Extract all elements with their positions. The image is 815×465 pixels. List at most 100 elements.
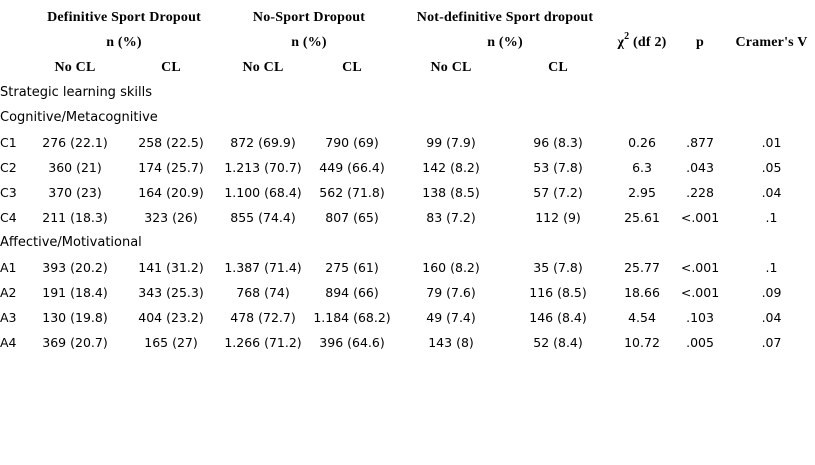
table-cell: 404 (23.2) xyxy=(138,310,204,325)
table-row-c2: C2 360 (21) 174 (25.7) 1.213 (70.7) 449 … xyxy=(0,155,815,180)
table-cell: 369 (20.7) xyxy=(42,335,108,350)
table-cell: 478 (72.7) xyxy=(230,310,296,325)
table-cell: 360 (21) xyxy=(48,160,102,175)
chi-superscript: 2 xyxy=(624,30,630,42)
chi-square-value: 18.66 xyxy=(624,285,660,300)
header-spacer xyxy=(672,55,728,80)
table-cell: 872 (69.9) xyxy=(230,135,296,150)
cramers-v-value: .05 xyxy=(761,160,782,175)
chi-df-label: (df 2) xyxy=(629,34,667,50)
paper-table-page: Definitive Sport Dropout No-Sport Dropou… xyxy=(0,5,815,465)
table-row-c1: C1 276 (22.1) 258 (22.5) 872 (69.9) 790 … xyxy=(0,130,815,155)
header-spacer xyxy=(0,5,28,30)
table-cell: 1.100 (68.4) xyxy=(224,185,302,200)
table-cell: 83 (7.2) xyxy=(426,210,476,225)
table-cell: 323 (26) xyxy=(144,210,198,225)
table-cell: 49 (7.4) xyxy=(426,310,476,325)
table-cell: 112 (9) xyxy=(535,210,581,225)
table-cell: 807 (65) xyxy=(325,210,379,225)
header-spacer xyxy=(612,55,672,80)
col-header-notdef-cl: CL xyxy=(548,59,568,75)
table-cell: 1.213 (70.7) xyxy=(224,160,302,175)
table-cell: 146 (8.4) xyxy=(529,310,587,325)
row-label: C4 xyxy=(0,210,17,225)
row-label: A4 xyxy=(0,335,17,350)
table-cell: 191 (18.4) xyxy=(42,285,108,300)
table-cell: 370 (23) xyxy=(48,185,102,200)
header-spacer xyxy=(728,5,815,30)
unit-header-no-sport: n (%) xyxy=(291,34,327,50)
row-label: C1 xyxy=(0,135,17,150)
row-label: A3 xyxy=(0,310,17,325)
table-cell: 393 (20.2) xyxy=(42,260,108,275)
cramers-v-value: .04 xyxy=(761,310,782,325)
table-cell: 96 (8.3) xyxy=(533,135,583,150)
section-row: Cognitive/Metacognitive xyxy=(0,105,815,130)
group-header-not-definitive-dropout: Not-definitive Sport dropout xyxy=(416,9,594,25)
col-header-def-no-cl: No CL xyxy=(54,59,96,75)
p-value: .877 xyxy=(686,135,714,150)
unit-header-definitive: n (%) xyxy=(106,34,142,50)
table-row-a4: A4 369 (20.7) 165 (27) 1.266 (71.2) 396 … xyxy=(0,330,815,355)
table-cell: 276 (22.1) xyxy=(42,135,108,150)
table-cell: 99 (7.9) xyxy=(426,135,476,150)
chi-square-value: 0.26 xyxy=(628,135,656,150)
cramers-v-header: Cramer's V xyxy=(735,34,808,50)
table-cell: 396 (64.6) xyxy=(319,335,385,350)
table-cell: 258 (22.5) xyxy=(138,135,204,150)
cramers-v-value: .1 xyxy=(765,210,778,225)
header-spacer xyxy=(0,55,28,80)
chi-square-value: 4.54 xyxy=(628,310,656,325)
col-header-nosport-cl: CL xyxy=(342,59,362,75)
chi-square-header: χ2 (df 2) xyxy=(612,30,672,55)
table-cell: 130 (19.8) xyxy=(42,310,108,325)
row-label: C2 xyxy=(0,160,17,175)
table-cell: 211 (18.3) xyxy=(42,210,108,225)
p-value: <.001 xyxy=(680,260,720,275)
col-header-def-cl: CL xyxy=(161,59,181,75)
table-cell: 275 (61) xyxy=(325,260,379,275)
cramers-v-value: .1 xyxy=(765,260,778,275)
table-cell: 160 (8.2) xyxy=(422,260,480,275)
group-header-definitive-dropout: Definitive Sport Dropout xyxy=(47,9,201,25)
p-value-header: p xyxy=(696,34,705,50)
section-label-strategic-learning-skills: Strategic learning skills xyxy=(0,85,152,100)
table-cell: 141 (31.2) xyxy=(138,260,204,275)
header-spacer xyxy=(672,5,728,30)
header-spacer xyxy=(0,30,28,55)
table-cell: 174 (25.7) xyxy=(138,160,204,175)
row-label: A1 xyxy=(0,260,17,275)
table-cell: 116 (8.5) xyxy=(529,285,587,300)
table-cell: 53 (7.8) xyxy=(533,160,583,175)
cramers-v-value: .04 xyxy=(761,185,782,200)
section-row: Strategic learning skills xyxy=(0,80,815,105)
header-spacer xyxy=(612,5,672,30)
header-spacer xyxy=(728,55,815,80)
table-cell: 143 (8) xyxy=(428,335,474,350)
header-row-units: n (%) n (%) n (%) χ2 (df 2) p Cramer's V xyxy=(0,30,815,55)
table-cell: 1.266 (71.2) xyxy=(224,335,302,350)
table-row-a1: A1 393 (20.2) 141 (31.2) 1.387 (71.4) 27… xyxy=(0,255,815,280)
table-row-a3: A3 130 (19.8) 404 (23.2) 478 (72.7) 1.18… xyxy=(0,305,815,330)
table-cell: 894 (66) xyxy=(325,285,379,300)
table-cell: 343 (25.3) xyxy=(138,285,204,300)
cramers-v-value: .07 xyxy=(761,335,782,350)
p-value: <.001 xyxy=(680,210,720,225)
header-row-groups: Definitive Sport Dropout No-Sport Dropou… xyxy=(0,5,815,30)
table-cell: 35 (7.8) xyxy=(533,260,583,275)
table-row-a2: A2 191 (18.4) 343 (25.3) 768 (74) 894 (6… xyxy=(0,280,815,305)
section-row: Affective/Motivational xyxy=(0,230,815,255)
table-row-c3: C3 370 (23) 164 (20.9) 1.100 (68.4) 562 … xyxy=(0,180,815,205)
cramers-v-value: .01 xyxy=(761,135,782,150)
chi-square-value: 6.3 xyxy=(632,160,652,175)
chi-square-value: 25.77 xyxy=(624,260,660,275)
section-label-cognitive-metacognitive: Cognitive/Metacognitive xyxy=(0,110,158,125)
table-cell: 1.387 (71.4) xyxy=(224,260,302,275)
section-label-affective-motivational: Affective/Motivational xyxy=(0,235,142,250)
table-row-c4: C4 211 (18.3) 323 (26) 855 (74.4) 807 (6… xyxy=(0,205,815,230)
col-header-nosport-no-cl: No CL xyxy=(242,59,284,75)
table-cell: 57 (7.2) xyxy=(533,185,583,200)
table-cell: 449 (66.4) xyxy=(319,160,385,175)
chi-symbol: χ xyxy=(617,34,625,50)
table-cell: 52 (8.4) xyxy=(533,335,583,350)
